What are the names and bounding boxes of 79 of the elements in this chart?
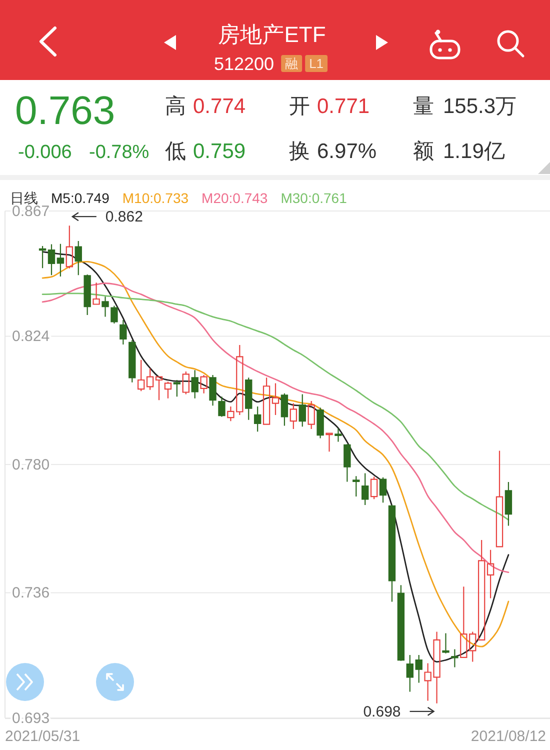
candlestick: [344, 444, 351, 482]
candlestick: [298, 394, 306, 428]
candlestick: [245, 377, 252, 420]
candlestick: [102, 296, 109, 318]
candlestick: [38, 245, 46, 269]
candlestick: [128, 340, 136, 383]
candlestick: [334, 428, 342, 442]
candlestick: [173, 379, 181, 398]
text: 0.759: [193, 140, 246, 163]
candlestick: [504, 481, 512, 526]
candlestick: [451, 648, 458, 668]
text: 0.763: [15, 89, 116, 133]
text: M10:0.733: [122, 190, 189, 206]
text: 155.3万: [443, 95, 517, 118]
candlestick: [56, 243, 64, 278]
annotation: 0.698: [363, 703, 401, 720]
candlestick: [388, 504, 396, 602]
text: 量: [413, 95, 434, 118]
candlestick: [66, 225, 74, 269]
candlestick: [352, 476, 360, 498]
chart-subtitle: 512200: [214, 54, 274, 74]
legend-title: 日线: [10, 190, 38, 206]
candlestick: [200, 374, 208, 394]
candlestick: [155, 376, 163, 401]
candlestick: [290, 402, 298, 430]
candlestick: [262, 377, 270, 425]
candlestick: [379, 476, 387, 504]
text: 0.771: [317, 95, 370, 118]
text: L1: [309, 56, 324, 71]
candlestick: [415, 654, 422, 684]
candlestick: [92, 282, 100, 306]
text: 6.97%: [317, 140, 377, 163]
candlestick: [486, 549, 494, 599]
text: M30:0.761: [280, 190, 348, 206]
text: 开: [289, 95, 310, 118]
text: 融: [285, 56, 298, 71]
candlestick: [74, 240, 82, 276]
candlestick: [442, 632, 450, 654]
candlestick: [326, 432, 333, 452]
candlestick: [48, 244, 56, 276]
text: 低: [165, 140, 186, 163]
candlestick: [120, 319, 127, 345]
candlestick: [370, 476, 378, 500]
text: 换: [289, 140, 310, 163]
text: M5:0.749: [51, 190, 110, 206]
text: 额: [413, 140, 434, 163]
text: -0.78%: [89, 142, 150, 163]
text: M20:0.743: [202, 190, 268, 206]
candlestick: [218, 396, 226, 418]
y-tick-label: 0.736: [12, 584, 50, 602]
candlestick: [146, 368, 154, 390]
x-tick-label: 2021/05/31: [5, 728, 80, 745]
candlestick: [478, 539, 486, 640]
candlestick: [182, 371, 190, 395]
text: -0.006: [18, 142, 72, 163]
y-tick-label: 0.824: [12, 328, 50, 346]
text: 1.19亿: [443, 140, 505, 163]
candlestick: [209, 374, 216, 406]
candlestick: [191, 370, 198, 399]
candlestick: [496, 450, 504, 548]
text: 高: [165, 95, 186, 118]
y-tick-label: 0.780: [12, 456, 50, 474]
candlestick: [406, 654, 414, 692]
candlestick: [316, 407, 324, 439]
candlestick: [308, 400, 315, 430]
candlestick: [362, 472, 369, 506]
text: 0.774: [193, 95, 246, 118]
candlestick: [254, 406, 262, 432]
candlestick: [272, 382, 280, 416]
annotation: 0.862: [105, 208, 143, 226]
candlestick: [164, 381, 172, 399]
y-tick-label: 0.693: [12, 710, 50, 727]
candlestick: [397, 584, 405, 662]
candlestick: [84, 274, 91, 316]
candlestick: [138, 359, 145, 392]
candlestick: [110, 305, 118, 324]
x-tick-label: 2021/08/12: [470, 728, 546, 745]
candlestick: [280, 392, 288, 426]
chart-title: 房地产ETF: [218, 22, 326, 47]
